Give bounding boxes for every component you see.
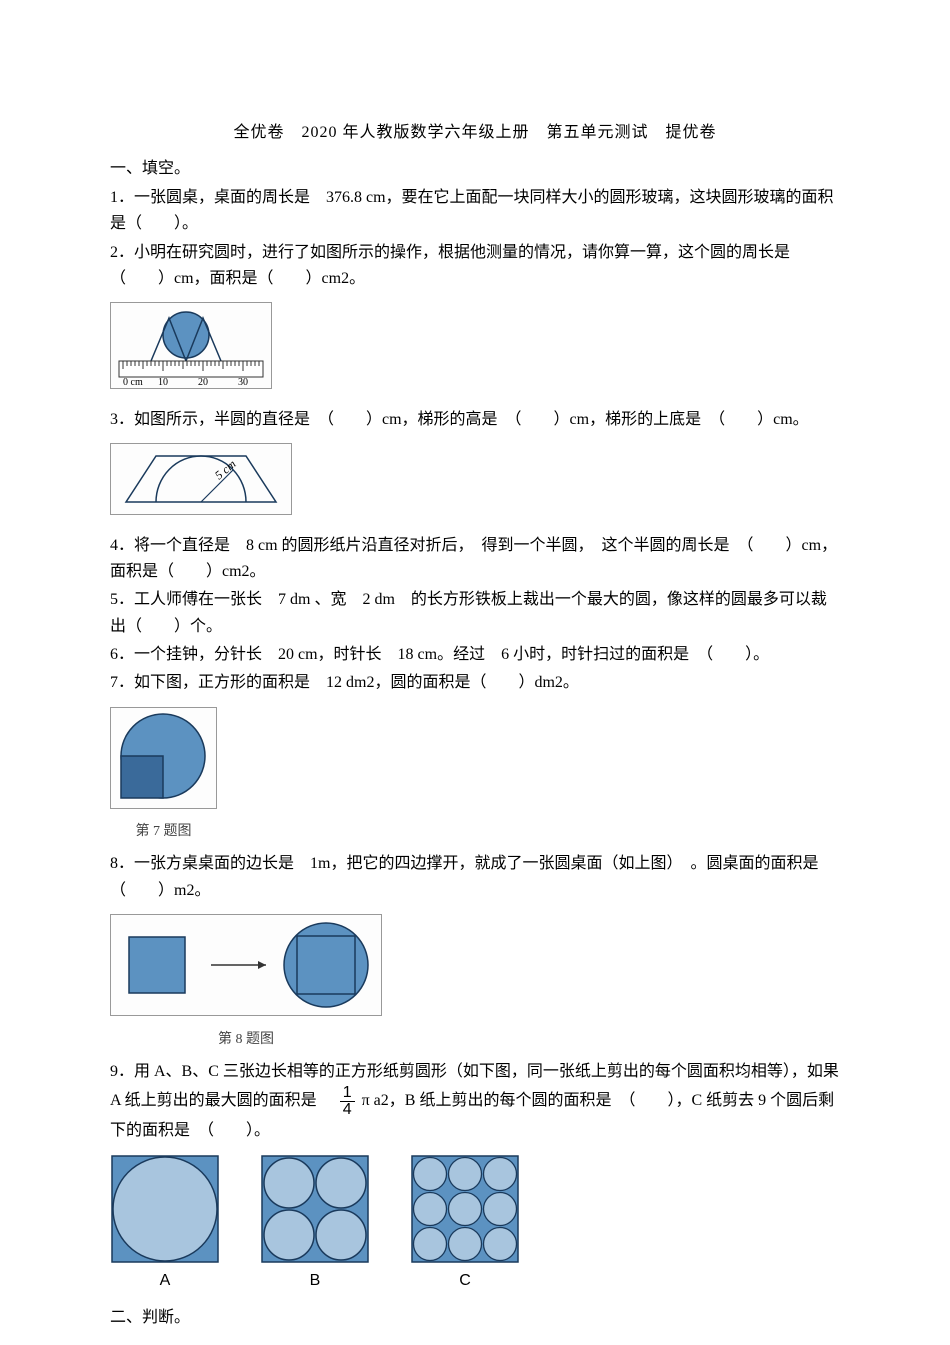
- section-2-header: 二、判断。: [110, 1305, 840, 1331]
- figure-q9-c: [410, 1154, 520, 1264]
- figure-q9-label-b: B: [260, 1268, 370, 1294]
- figure-q7-circle-square: 第 7 题图: [110, 707, 217, 843]
- figure-q3-trapezoid: 5 cm: [110, 443, 292, 515]
- question-4: 4．将一个直径是 8 cm 的圆形纸片沿直径对折后， 得到一个半圆， 这个半圆的…: [110, 533, 840, 586]
- question-3: 3．如图所示，半圆的直径是 （ ）cm，梯形的高是 （ ）cm，梯形的上底是 （…: [110, 407, 840, 433]
- section-1-header: 一、填空。: [110, 156, 840, 182]
- figure-q7-caption: 第 7 题图: [110, 820, 217, 843]
- figure-q9-b: [260, 1154, 370, 1264]
- figure-q9-label-a: A: [110, 1268, 220, 1294]
- question-8: 8．一张方桌桌面的边长是 1m，把它的四边撑开，就成了一张圆桌面（如上图） 。圆…: [110, 851, 840, 904]
- question-7: 7．如下图，正方形的面积是 12 dm2，圆的面积是（ ）dm2。: [110, 670, 840, 696]
- ruler-tick-20: 20: [198, 377, 208, 388]
- figure-q8-square-to-circle: 第 8 题图: [110, 914, 382, 1050]
- question-5: 5．工人师傅在一张长 7 dm 、宽 2 dm 的长方形铁板上裁出一个最大的圆，…: [110, 587, 840, 640]
- figure-q2-ruler: 0 cm 10 20 30: [110, 302, 272, 389]
- question-6: 6．一个挂钟，分针长 20 cm，时针长 18 cm。经过 6 小时，时针扫过的…: [110, 642, 840, 668]
- figure-q9-label-c: C: [410, 1268, 520, 1294]
- ruler-tick-0: 0 cm: [123, 377, 143, 388]
- ruler-tick-30: 30: [238, 377, 248, 388]
- question-1: 1．一张圆桌，桌面的周长是 376.8 cm，要在它上面配一块同样大小的圆形玻璃…: [110, 185, 840, 238]
- fraction-1-4: 14: [340, 1085, 355, 1118]
- figure-q9-a: [110, 1154, 220, 1264]
- figure-q9-three-squares: A B C: [110, 1154, 840, 1294]
- ruler-tick-10: 10: [158, 377, 168, 388]
- page-title: 全优卷 2020 年人教版数学六年级上册 第五单元测试 提优卷: [110, 120, 840, 146]
- question-2: 2．小明在研究圆时，进行了如图所示的操作，根据他测量的情况，请你算一算，这个圆的…: [110, 240, 840, 293]
- question-9: 9．用 A、B、C 三张边长相等的正方形纸剪圆形（如下图，同一张纸上剪出的每个圆…: [110, 1059, 840, 1145]
- figure-q8-caption: 第 8 题图: [110, 1028, 382, 1051]
